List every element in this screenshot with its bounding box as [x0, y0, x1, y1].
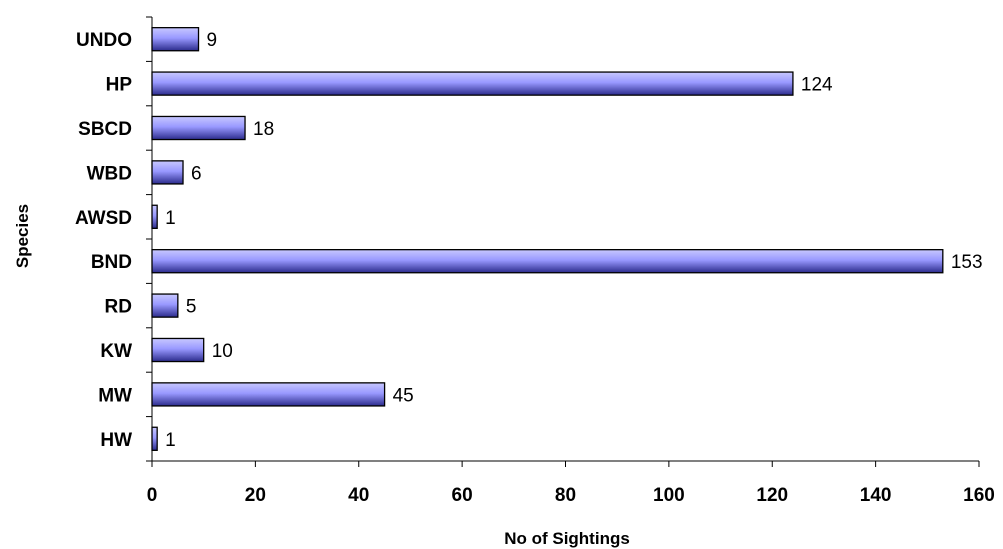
y-axis-title: Species	[13, 204, 32, 268]
category-label-wbd: WBD	[87, 163, 132, 184]
data-label-rd: 5	[186, 297, 197, 318]
data-label-bnd: 153	[951, 252, 983, 273]
bar-mw	[151, 382, 386, 407]
x-tick-label-60: 60	[452, 485, 473, 506]
bar-rd	[151, 293, 179, 318]
y-axis: UNDO HP SBCD WBD AWSD BND RD KW MW HW	[75, 16, 153, 462]
category-label-rd: RD	[105, 297, 132, 318]
category-label-mw: MW	[98, 385, 132, 406]
x-tick-label-40: 40	[348, 485, 369, 506]
bar-undo	[151, 27, 200, 52]
x-tick-label-100: 100	[653, 485, 685, 506]
category-label-bnd: BND	[91, 252, 132, 273]
category-label-undo: UNDO	[76, 30, 132, 51]
bar-bnd	[151, 249, 944, 274]
data-label-undo: 9	[207, 30, 218, 51]
category-label-awsd: AWSD	[75, 208, 132, 229]
x-axis-title: No of Sightings	[504, 529, 630, 548]
data-label-sbcd: 18	[253, 119, 274, 140]
bar-hp	[151, 71, 794, 96]
x-tick-label-20: 20	[245, 485, 266, 506]
bars-group	[151, 27, 944, 451]
data-label-wbd: 6	[191, 163, 202, 184]
x-tick-label-0: 0	[147, 485, 158, 506]
category-label-hw: HW	[100, 430, 132, 451]
bar-wbd	[151, 160, 184, 185]
data-labels-group: 9 124 18 6 1 153 5 10 45 1	[165, 30, 982, 451]
bar-sbcd	[151, 115, 246, 141]
x-tick-label-120: 120	[756, 485, 788, 506]
data-label-kw: 10	[212, 341, 233, 362]
x-tick-label-160: 160	[963, 485, 995, 506]
x-tick-label-80: 80	[555, 485, 576, 506]
category-label-hp: HP	[106, 75, 133, 96]
data-label-awsd: 1	[165, 208, 176, 229]
x-tick-label-140: 140	[860, 485, 892, 506]
bar-hw	[151, 426, 158, 451]
data-label-hp: 124	[801, 75, 833, 96]
data-label-hw: 1	[165, 430, 176, 451]
category-label-kw: KW	[100, 341, 132, 362]
x-axis: 0 20 40 60 80 100 120 140 160	[147, 460, 995, 506]
bar-kw	[151, 337, 205, 363]
category-label-sbcd: SBCD	[78, 119, 132, 140]
bar-awsd	[151, 204, 158, 229]
data-label-mw: 45	[393, 385, 414, 406]
